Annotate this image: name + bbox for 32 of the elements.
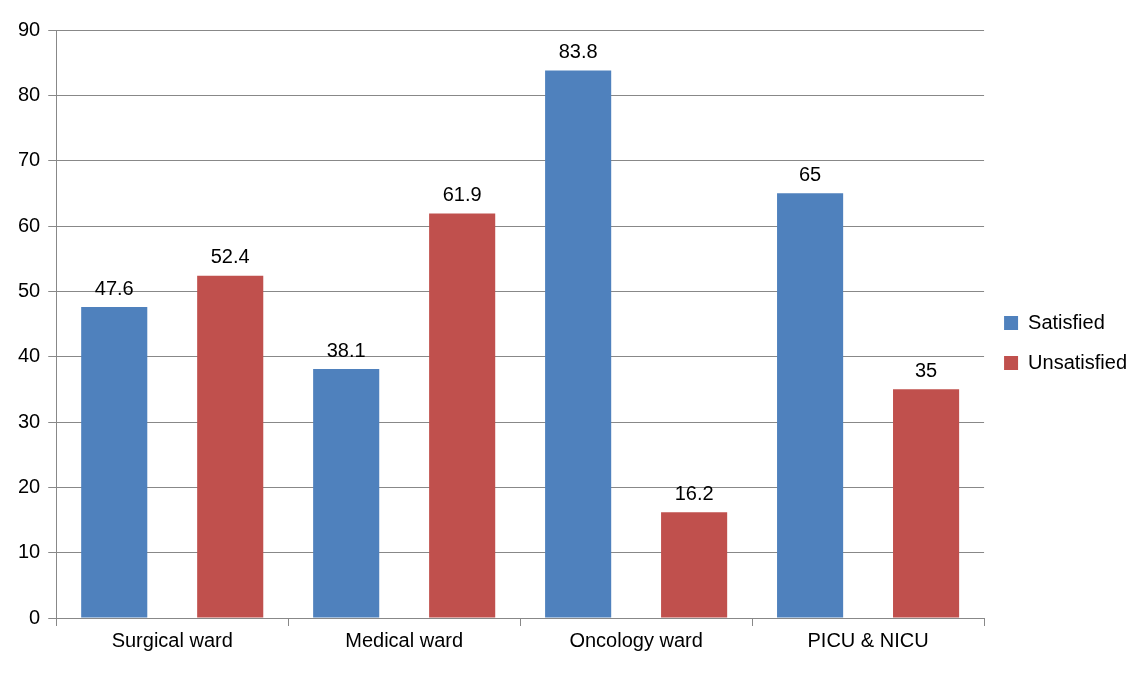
data-label: 35: [914, 358, 938, 381]
y-tick-label: 90: [18, 17, 41, 40]
y-tick-label: 30: [18, 409, 41, 432]
y-tick-label: 70: [18, 148, 41, 171]
bar: [429, 213, 496, 618]
y-tick-label: 10: [18, 540, 41, 563]
bar: [893, 389, 960, 618]
bar: [545, 70, 612, 618]
x-tick-label: Oncology ward: [569, 628, 703, 651]
y-tick-label: 50: [18, 278, 41, 301]
x-tick-label: Medical ward: [345, 628, 464, 651]
x-tick-label: PICU & NICU: [807, 628, 929, 651]
data-label: 38.1: [326, 338, 366, 361]
y-tick-label: 20: [18, 474, 41, 497]
data-label: 52.4: [210, 245, 250, 268]
data-label: 83.8: [558, 40, 598, 63]
bar: [197, 275, 264, 618]
bar: [81, 307, 148, 618]
y-tick-label: 0: [29, 605, 41, 628]
data-label: 61.9: [442, 183, 482, 206]
legend-label: Unsatisfied: [1028, 350, 1127, 373]
data-label: 65: [798, 162, 822, 185]
y-tick-label: 80: [18, 82, 41, 105]
x-tick-label: Surgical ward: [111, 628, 233, 651]
data-label: 47.6: [94, 276, 134, 299]
bar: [777, 193, 844, 618]
data-label: 16.2: [674, 481, 714, 504]
bar: [313, 369, 380, 618]
y-tick-label: 40: [18, 344, 41, 367]
legend-label: Satisfied: [1028, 310, 1105, 333]
bar: [661, 512, 728, 618]
y-tick-label: 60: [18, 213, 41, 236]
